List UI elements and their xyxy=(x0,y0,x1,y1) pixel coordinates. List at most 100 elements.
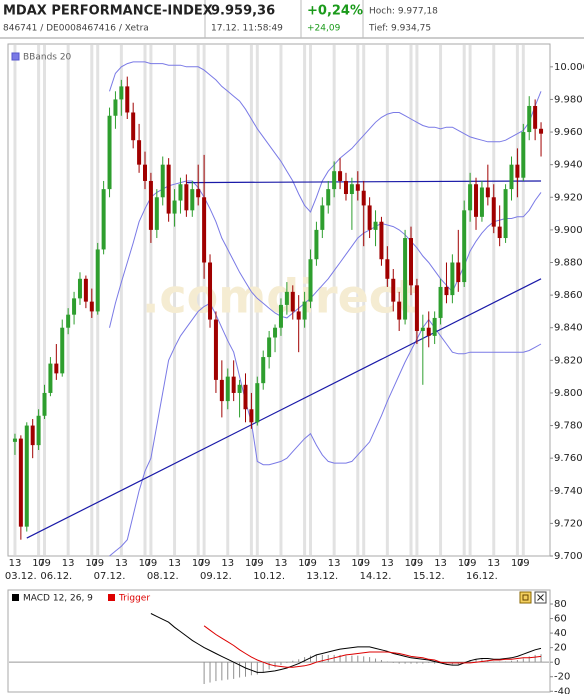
price: 9.959,36 xyxy=(211,4,275,19)
candle-body xyxy=(267,337,272,358)
x-tick-label: 13 xyxy=(62,558,75,569)
candle-body xyxy=(77,278,82,299)
x-tick-label: 17 xyxy=(139,558,152,569)
y-tick-label: 20 xyxy=(554,643,567,654)
candle-body xyxy=(338,171,343,181)
x-tick-label: 13 xyxy=(487,558,500,569)
x-tick-label: 13 xyxy=(328,558,341,569)
candle-body xyxy=(485,187,490,198)
candle-body xyxy=(143,164,147,181)
candle-body xyxy=(462,210,467,283)
y-tick-label: 0 xyxy=(554,657,560,668)
y-tick-label: 9.940 xyxy=(554,160,583,171)
y-tick-label: 9.840 xyxy=(554,323,583,334)
x-date-label: 16.12. xyxy=(466,571,498,582)
candle-body xyxy=(509,164,514,190)
candle-body xyxy=(36,415,41,446)
candle-body xyxy=(190,189,195,211)
x-tick-label: 09 xyxy=(91,558,104,569)
y-tick-label: 9.880 xyxy=(554,257,583,268)
y-tick-label: 60 xyxy=(554,614,567,625)
candle-body xyxy=(54,363,59,374)
x-tick-label: 09 xyxy=(38,558,51,569)
candle-body xyxy=(178,184,183,201)
candle-body xyxy=(83,278,88,302)
candle-body xyxy=(391,278,396,302)
candle-body xyxy=(539,128,544,134)
y-tick-label: 10.000 xyxy=(554,62,584,73)
candle-body xyxy=(450,262,455,296)
x-tick-label: 09 xyxy=(517,558,530,569)
candle-body xyxy=(60,327,65,374)
x-tick-label: 09 xyxy=(464,558,477,569)
index-identifier: 846741 / DE0008467416 / Xetra xyxy=(3,24,149,34)
y-tick-label: 9.800 xyxy=(554,388,583,399)
candle-body xyxy=(474,184,479,217)
candle-body xyxy=(249,409,254,423)
candle-body xyxy=(515,164,520,178)
y-tick-label: 80 xyxy=(554,599,567,610)
candle-body xyxy=(273,327,278,338)
candle-body xyxy=(373,221,378,230)
candle-body xyxy=(160,164,165,198)
price-layer xyxy=(12,61,544,557)
x-tick-label: 17 xyxy=(85,558,98,569)
panel-settings-button[interactable] xyxy=(519,591,532,604)
legend-swatch xyxy=(12,594,19,601)
candle-body xyxy=(101,189,106,250)
candle-body xyxy=(503,189,508,239)
x-tick-label: 17 xyxy=(405,558,418,569)
candle-body xyxy=(426,327,431,336)
button-icon[interactable] xyxy=(537,594,544,601)
button-box[interactable] xyxy=(519,591,532,604)
candle-body xyxy=(320,205,325,230)
candle-body xyxy=(468,184,473,211)
candle-body xyxy=(479,187,484,217)
bollinger-upper xyxy=(109,61,542,213)
candle-body xyxy=(432,317,437,336)
x-tick-label: 17 xyxy=(458,558,471,569)
candle-body xyxy=(326,189,331,206)
candle-body xyxy=(409,238,413,286)
candle-body xyxy=(314,229,319,260)
candle-body xyxy=(414,285,419,331)
x-tick-label: 09 xyxy=(357,558,370,569)
button-icon[interactable] xyxy=(522,594,529,601)
candle-body xyxy=(444,286,449,296)
panel-close-button[interactable] xyxy=(534,591,547,604)
x-tick-label: 13 xyxy=(9,558,22,569)
candle-body xyxy=(379,221,384,260)
candle-body xyxy=(290,291,295,312)
macd-layer xyxy=(9,603,553,692)
x-date-label: 07.12. xyxy=(94,571,126,582)
candle-body xyxy=(438,286,443,318)
bollinger-middle xyxy=(109,180,542,328)
candle-body xyxy=(456,262,461,283)
legend-swatch xyxy=(108,594,115,601)
legend-label: Trigger xyxy=(118,594,150,604)
candle-body xyxy=(497,226,502,239)
x-tick-label: 13 xyxy=(434,558,447,569)
x-tick-label: 17 xyxy=(298,558,311,569)
y-tick-label: 9.700 xyxy=(554,551,583,562)
x-tick-label: 17 xyxy=(245,558,258,569)
x-tick-label: 13 xyxy=(168,558,181,569)
trendline xyxy=(26,278,542,539)
x-tick-label: 09 xyxy=(198,558,211,569)
candle-body xyxy=(302,301,307,320)
x-tick-label: 17 xyxy=(32,558,45,569)
y-tick-label: 9.820 xyxy=(554,355,583,366)
y-tick-label: 40 xyxy=(554,628,567,639)
x-tick-label: 17 xyxy=(351,558,364,569)
x-tick-label: 13 xyxy=(275,558,288,569)
candle-body xyxy=(172,200,177,214)
candle-body xyxy=(48,363,53,393)
x-tick-label: 09 xyxy=(411,558,424,569)
x-tick-label: 17 xyxy=(192,558,205,569)
y-tick-label: 9.960 xyxy=(554,127,583,138)
candle-body xyxy=(521,132,526,178)
change-pct: +0,24% xyxy=(307,4,363,19)
candle-body xyxy=(202,197,207,263)
candle-body xyxy=(42,392,47,416)
candle-body xyxy=(385,259,390,279)
